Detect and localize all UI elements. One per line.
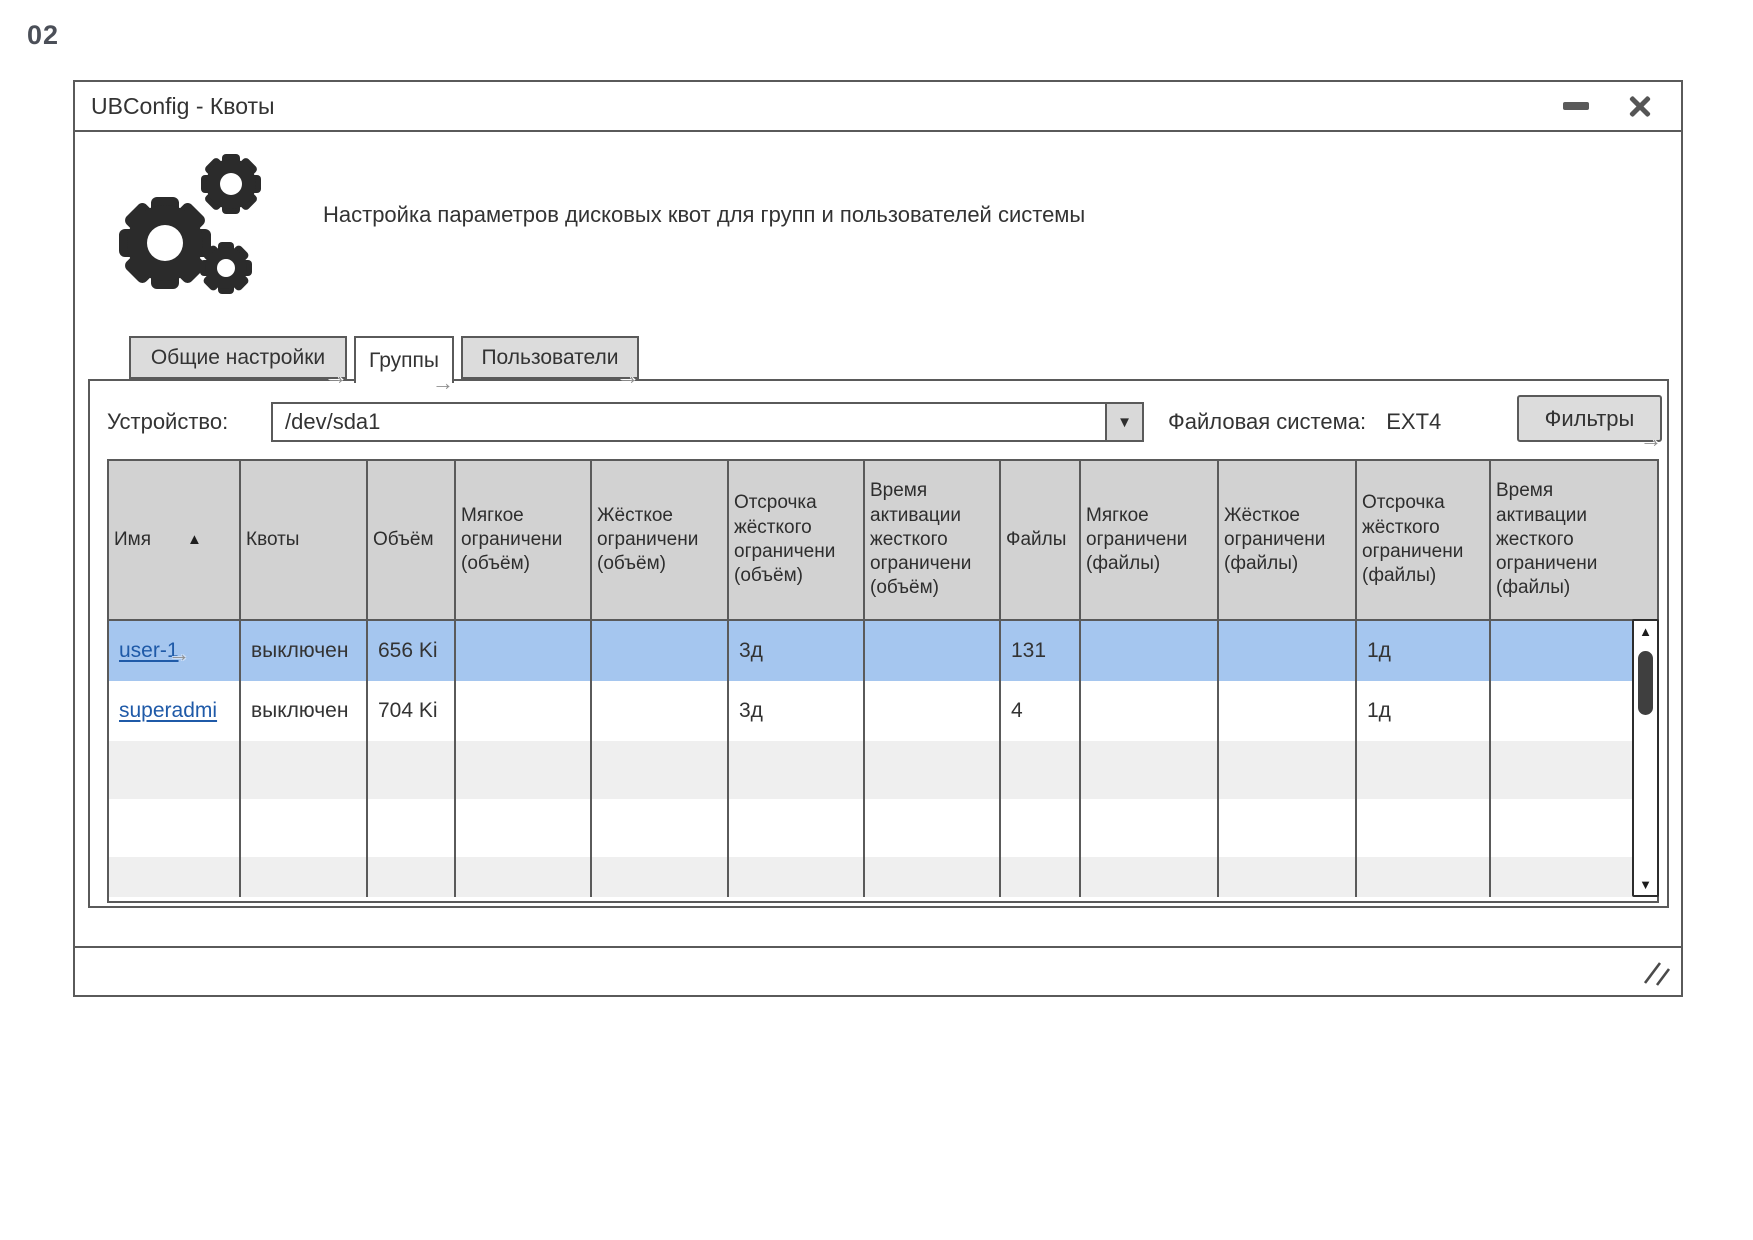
cell-soft-files [1079, 621, 1217, 681]
cell-hard-files [1217, 621, 1355, 681]
cell-hard-files [1217, 681, 1355, 741]
scroll-down-button[interactable]: ▼ [1639, 877, 1652, 892]
cell-activation-files [1489, 681, 1657, 741]
link-arrow-icon: → [325, 364, 347, 389]
scrollbar-thumb[interactable] [1638, 651, 1653, 715]
window-title: UBConfig - Квоты [91, 93, 275, 119]
empty-table-row [109, 799, 1657, 857]
table-header-row: Имя ▲ Квоты Объём Мягкое ограничени (объё… [109, 461, 1657, 621]
link-arrow-icon: → [1640, 427, 1662, 452]
tab-label: Пользователи [481, 345, 619, 369]
column-header-quotas[interactable]: Квоты [239, 461, 366, 619]
tab-groups[interactable]: Группы → [354, 336, 454, 395]
cell-quotas: выключен [239, 681, 366, 741]
device-combobox-value: /dev/sda1 [285, 409, 381, 434]
empty-table-row [109, 741, 1657, 799]
tab-users[interactable]: Пользователи → [461, 336, 639, 389]
scroll-up-button[interactable]: ▲ [1639, 624, 1652, 639]
column-header-hard-volume[interactable]: Жёсткое ограничени (объём) [590, 461, 727, 619]
resize-grip[interactable] [1641, 957, 1675, 991]
gears-icon [119, 154, 261, 294]
tab-general-settings[interactable]: Общие настройки → [129, 336, 347, 389]
dialog-description: Настройка параметров дисковых квот для г… [323, 202, 1086, 227]
column-header-volume[interactable]: Объём [366, 461, 454, 619]
column-header-grace-volume[interactable]: Отсрочка жёсткого ограничени (объём) [727, 461, 863, 619]
column-header-soft-volume[interactable]: Мягкое ограничени (объём) [454, 461, 590, 619]
cell-volume: 704 Ki [366, 681, 454, 741]
dropdown-button[interactable]: ▼ [1105, 404, 1142, 440]
cell-hard-volume [590, 681, 727, 741]
tab-label: Общие настройки [150, 345, 326, 369]
column-header-activation-volume[interactable]: Время активации жесткого ограничени (объ… [863, 461, 999, 619]
cell-files: 131 [999, 621, 1079, 681]
sort-ascending-icon: ▲ [187, 531, 202, 549]
cell-activation-files [1489, 621, 1657, 681]
cell-soft-files [1079, 681, 1217, 741]
link-arrow-icon: → [432, 370, 454, 395]
cell-volume: 656 Ki [366, 621, 454, 681]
filesystem-label: Файловая система: [1168, 409, 1367, 434]
app-window: UBConfig - Квоты [73, 80, 1683, 997]
quota-table: Имя ▲ Квоты Объём Мягкое ограничени (объё… [107, 459, 1659, 903]
filters-button-label: Фильтры [1544, 405, 1635, 431]
link-arrow-icon: → [168, 643, 190, 666]
status-bar [75, 946, 1681, 995]
column-header-grace-files[interactable]: Отсрочка жёсткого ограничени (файлы) [1355, 461, 1489, 619]
cell-grace-volume: 3д [727, 681, 863, 741]
device-label: Устройство: [107, 409, 229, 434]
filesystem-value: EXT4 [1386, 409, 1442, 434]
table-row-user-1[interactable]: user-1 → выключен 656 Ki 3д 131 1д [109, 621, 1657, 681]
user-link[interactable]: superadmi [119, 699, 218, 722]
table-scrollbar[interactable]: ▲ ▼ [1632, 619, 1659, 897]
table-row-superadmin[interactable]: superadmi выключен 704 Ki 3д 4 1д [109, 681, 1657, 741]
cell-grace-files: 1д [1355, 681, 1489, 741]
cell-activation-volume [863, 621, 999, 681]
device-combobox[interactable]: /dev/sda1 ▼ [271, 402, 1144, 442]
cell-files: 4 [999, 681, 1079, 741]
title-bar: UBConfig - Квоты [75, 82, 1681, 132]
cell-activation-volume [863, 681, 999, 741]
cell-soft-volume [454, 681, 590, 741]
tab-label: Группы [369, 348, 439, 372]
cell-grace-files: 1д [1355, 621, 1489, 681]
column-header-name[interactable]: Имя ▲ [114, 528, 202, 550]
filters-button[interactable]: Фильтры → [1517, 395, 1662, 452]
close-button[interactable] [1625, 92, 1655, 122]
cell-grace-volume: 3д [727, 621, 863, 681]
tab-content-panel: Устройство: /dev/sda1 ▼ Файловая система… [88, 379, 1669, 908]
minimize-button[interactable] [1563, 102, 1589, 111]
minimize-icon [1563, 102, 1589, 110]
user-link[interactable]: user-1 [119, 639, 179, 662]
column-header-files[interactable]: Файлы [999, 461, 1079, 619]
column-header-activation-files[interactable]: Время активации жесткого ограничени (фай… [1489, 461, 1657, 619]
cell-hard-volume [590, 621, 727, 681]
column-header-hard-files[interactable]: Жёсткое ограничени (файлы) [1217, 461, 1355, 619]
empty-table-row [109, 857, 1657, 897]
chevron-down-icon: ▼ [1117, 413, 1132, 431]
cell-soft-volume [454, 621, 590, 681]
page-number: 02 [27, 20, 60, 50]
column-header-soft-files[interactable]: Мягкое ограничени (файлы) [1079, 461, 1217, 619]
filesystem-info: Файловая система: EXT4 [1168, 409, 1441, 435]
link-arrow-icon: → [617, 364, 639, 389]
cell-quotas: выключен [239, 621, 366, 681]
